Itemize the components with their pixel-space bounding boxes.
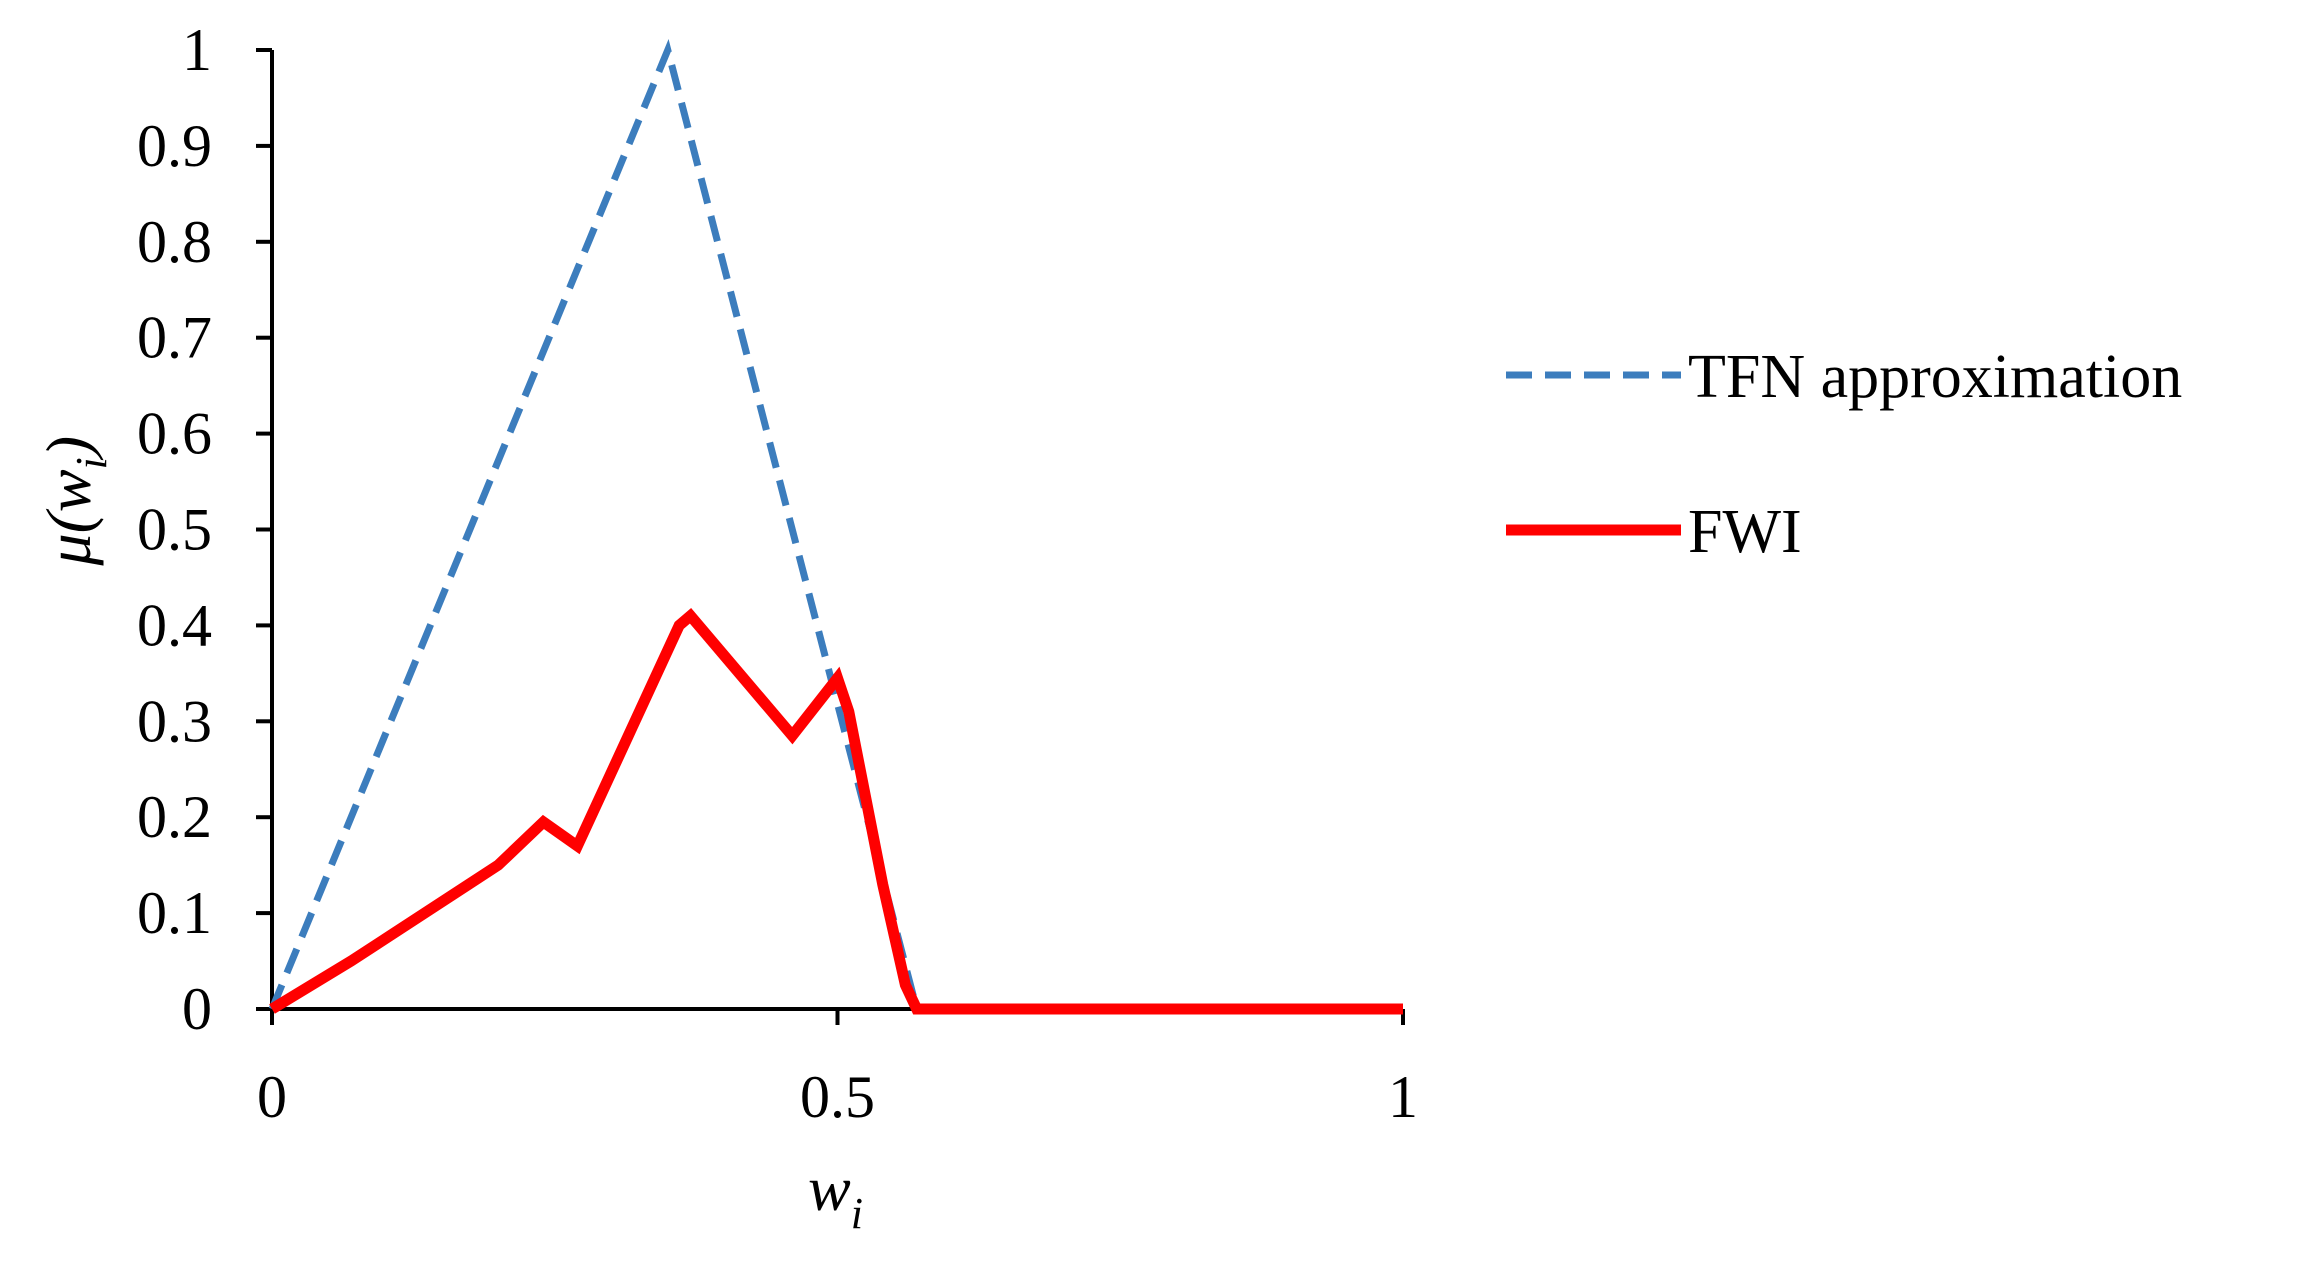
series-line-fwi bbox=[269, 608, 1403, 1015]
y-tick-label: 0.2 bbox=[137, 784, 212, 850]
axes: 00.10.20.30.40.50.60.70.80.91 0 0.5 1 bbox=[137, 17, 1418, 1130]
y-tick-label: 0.4 bbox=[137, 592, 212, 658]
x-axis-title: wi bbox=[808, 1153, 863, 1238]
legend-label-fwi: FWI bbox=[1688, 498, 1802, 566]
y-tick-label: 0.8 bbox=[137, 209, 212, 275]
legend-item-fwi: FWI bbox=[1506, 498, 1802, 566]
y-tick-label: 0.5 bbox=[137, 497, 212, 563]
series-line-tfn bbox=[268, 38, 1403, 1013]
legend-item-tfn: TFN approximation bbox=[1506, 343, 2182, 411]
x-tick-label: 0 bbox=[257, 1064, 287, 1130]
x-axis-title-main: w bbox=[808, 1153, 851, 1224]
x-tick-label: 1 bbox=[1388, 1064, 1418, 1130]
y-tick-label: 1 bbox=[182, 17, 212, 83]
y-tick-label: 0.7 bbox=[137, 305, 212, 371]
y-ticks: 0 0.1 0.2 0.3 0.4 0.5 0.6 0.7 0.8 0.9 1 bbox=[137, 17, 272, 1042]
y-axis-title-suffix: ) bbox=[33, 436, 104, 461]
y-axis-title-main: w bbox=[33, 469, 104, 512]
y-axis-title-sub: i bbox=[67, 457, 116, 469]
y-tick-label: 0.6 bbox=[137, 401, 212, 467]
y-axis-title-prefix: μ( bbox=[33, 508, 104, 566]
x-axis-title-sub: i bbox=[851, 1189, 863, 1238]
y-tick-label: 0.1 bbox=[137, 880, 212, 946]
y-tick-label: 0.9 bbox=[137, 113, 212, 179]
series-layer bbox=[268, 38, 1403, 1015]
y-tick-label: 0 bbox=[182, 976, 212, 1042]
x-tick-label: 0.5 bbox=[800, 1064, 875, 1130]
x-ticks: 0 0.5 1 bbox=[257, 1009, 1418, 1130]
y-tick-label: 0.3 bbox=[137, 688, 212, 754]
y-axis-title: μ(wi) bbox=[33, 436, 116, 567]
legend-label-tfn: TFN approximation bbox=[1688, 343, 2182, 411]
legend: TFN approximation FWI bbox=[1506, 343, 2182, 566]
